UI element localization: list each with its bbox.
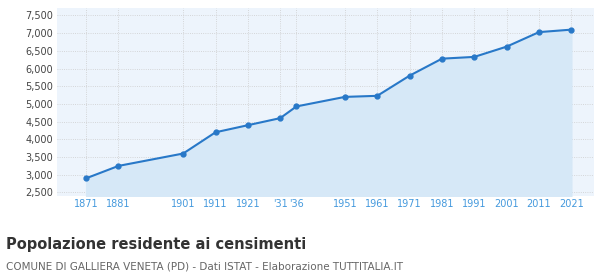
Text: Popolazione residente ai censimenti: Popolazione residente ai censimenti <box>6 237 306 252</box>
Text: COMUNE DI GALLIERA VENETA (PD) - Dati ISTAT - Elaborazione TUTTITALIA.IT: COMUNE DI GALLIERA VENETA (PD) - Dati IS… <box>6 262 403 272</box>
